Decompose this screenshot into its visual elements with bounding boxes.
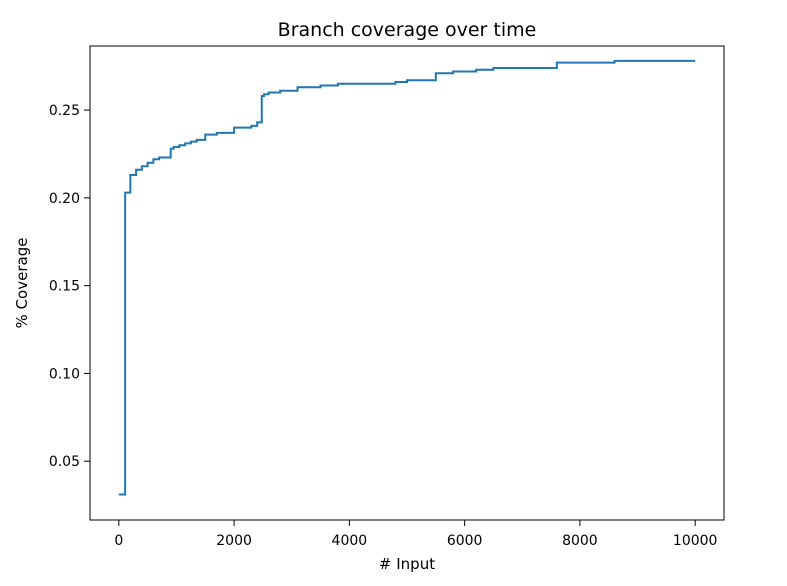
plot-area bbox=[90, 46, 724, 520]
x-tick-label-5: 10000 bbox=[673, 533, 718, 549]
series-line-0 bbox=[118, 59, 696, 496]
y-tick-label-1: 0.10 bbox=[49, 366, 80, 382]
x-tick-label-1: 2000 bbox=[216, 533, 252, 549]
y-axis: 0.05 0.10 0.15 0.20 0.25 bbox=[49, 103, 90, 470]
y-tick-label-0: 0.05 bbox=[49, 454, 80, 470]
y-tick-label-2: 0.15 bbox=[49, 279, 80, 295]
x-axis-label: # Input bbox=[379, 555, 435, 573]
x-tick-label-2: 4000 bbox=[332, 533, 368, 549]
x-axis: 0 2000 4000 6000 8000 10000 bbox=[114, 520, 717, 549]
chart-marks bbox=[118, 59, 696, 496]
x-tick-label-3: 6000 bbox=[447, 533, 483, 549]
y-tick-label-4: 0.25 bbox=[49, 103, 80, 119]
x-tick-label-4: 8000 bbox=[562, 533, 598, 549]
x-tick-label-0: 0 bbox=[114, 533, 123, 549]
y-axis-label: % Coverage bbox=[13, 238, 31, 329]
plot-frame bbox=[89, 45, 725, 521]
chart-title: Branch coverage over time bbox=[278, 19, 537, 41]
y-tick-label-3: 0.20 bbox=[49, 191, 80, 207]
